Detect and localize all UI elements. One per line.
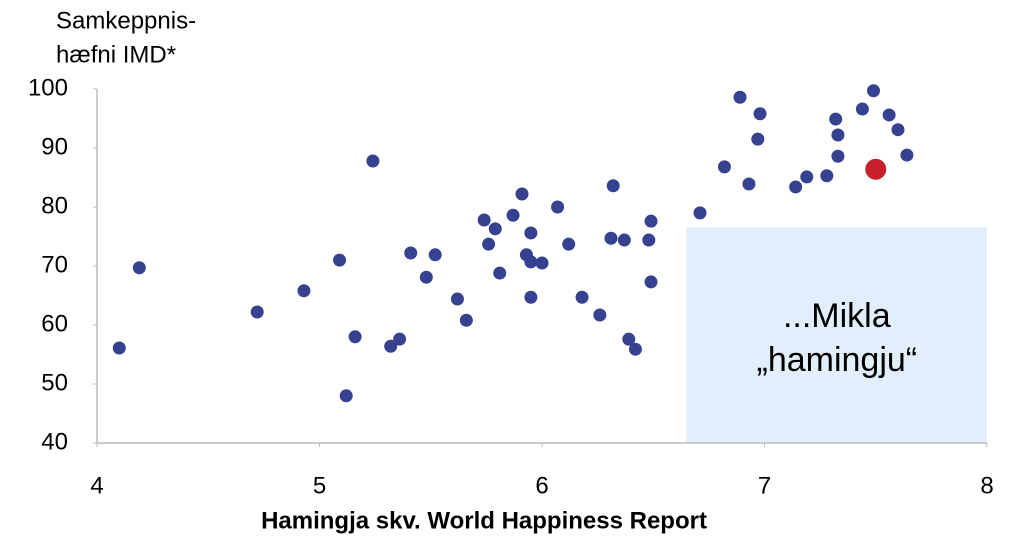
- y-tick-label: 40: [41, 428, 68, 455]
- highlight-region: [686, 227, 987, 443]
- point: [488, 222, 502, 236]
- point: [333, 253, 347, 267]
- point: [459, 313, 473, 327]
- point: [831, 128, 845, 142]
- point: [617, 233, 631, 247]
- x-tick-label: 7: [758, 472, 771, 499]
- y-axis-label: hæfni IMD*: [56, 41, 176, 68]
- point: [250, 305, 264, 319]
- point: [628, 342, 642, 356]
- x-tick-label: 5: [313, 472, 326, 499]
- point: [535, 256, 549, 270]
- point: [753, 107, 767, 121]
- point: [477, 213, 491, 227]
- x-tick-label: 4: [90, 472, 103, 499]
- point: [524, 226, 538, 240]
- point: [642, 233, 656, 247]
- x-axis-label: Hamingja skv. World Happiness Report: [261, 507, 707, 534]
- y-tick-label: 100: [28, 74, 68, 101]
- point: [604, 231, 618, 245]
- point: [112, 341, 126, 355]
- point: [751, 132, 765, 146]
- point: [551, 200, 565, 214]
- point: [404, 246, 418, 260]
- point: [867, 84, 881, 98]
- point: [450, 292, 464, 306]
- point: [493, 266, 507, 280]
- point: [428, 248, 442, 262]
- point: [742, 177, 756, 191]
- point: [348, 330, 362, 344]
- point: [717, 160, 731, 174]
- point: [829, 112, 843, 126]
- region-label: „hamingju“: [757, 341, 918, 379]
- point: [593, 308, 607, 322]
- region-label: ...Mikla: [783, 297, 891, 335]
- point: [733, 90, 747, 104]
- point: [831, 149, 845, 163]
- point: [419, 270, 433, 284]
- y-tick-label: 90: [41, 133, 68, 160]
- point: [393, 332, 407, 346]
- point: [644, 275, 658, 289]
- point: [515, 187, 529, 201]
- point: [606, 179, 620, 193]
- point: [900, 148, 914, 162]
- point: [384, 339, 398, 353]
- point: [693, 206, 707, 220]
- x-tick-label: 6: [535, 472, 548, 499]
- point: [644, 214, 658, 228]
- point: [524, 290, 538, 304]
- point: [339, 389, 353, 403]
- y-tick-label: 80: [41, 192, 68, 219]
- y-tick-label: 70: [41, 251, 68, 278]
- x-tick-label: 8: [980, 472, 993, 499]
- point: [575, 290, 589, 304]
- point: [366, 154, 380, 168]
- point: [297, 284, 311, 298]
- point: [789, 180, 803, 194]
- y-axis-label: Samkeppnis-: [56, 7, 196, 34]
- point: [506, 208, 520, 222]
- point: [132, 261, 146, 275]
- highlight-point: [865, 158, 887, 180]
- point: [562, 237, 576, 251]
- point: [800, 170, 814, 184]
- point: [820, 169, 834, 183]
- point: [622, 332, 636, 346]
- point: [482, 237, 496, 251]
- point: [882, 108, 896, 122]
- point: [891, 123, 905, 137]
- y-tick-label: 60: [41, 310, 68, 337]
- point: [855, 102, 869, 116]
- point: [524, 255, 538, 269]
- y-tick-label: 50: [41, 369, 68, 396]
